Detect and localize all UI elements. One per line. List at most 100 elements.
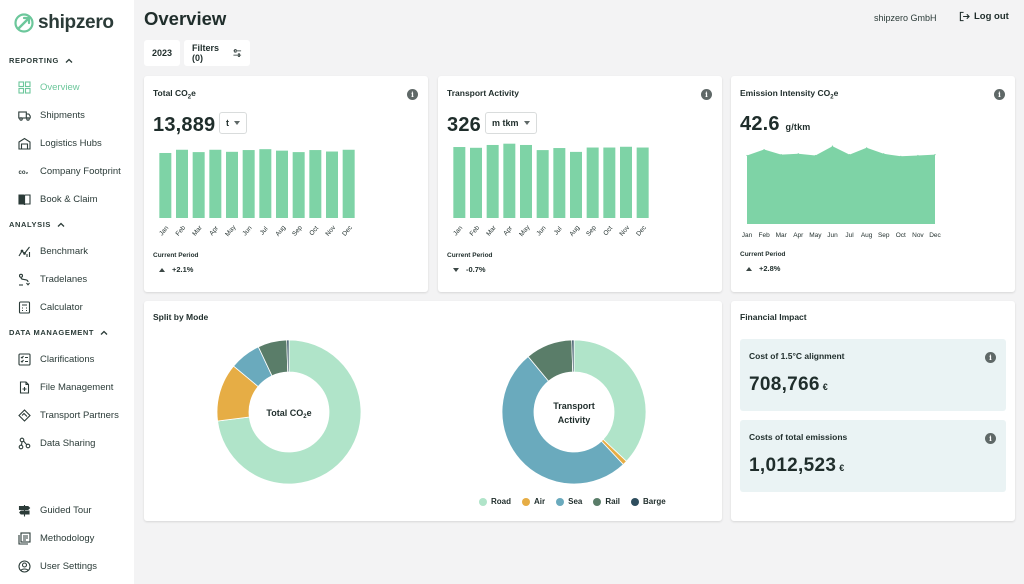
legend-item-rail[interactable]: Rail [593, 497, 620, 506]
x-tick-label: Jun [241, 224, 253, 237]
bar-apr[interactable] [209, 149, 222, 218]
point-apr[interactable] [797, 153, 799, 155]
bar-nov[interactable] [620, 146, 632, 218]
card-split-by-mode: Split by Mode Total CO2e Transport Activ… [144, 301, 722, 521]
card-title: Total CO2e [153, 88, 196, 101]
legend-item-barge[interactable]: Barge [631, 497, 666, 506]
period-change: +2.1% [159, 265, 193, 274]
bar-jan[interactable] [159, 152, 172, 218]
info-icon[interactable]: i [701, 89, 712, 100]
bar-oct[interactable] [603, 147, 616, 218]
logout-button[interactable]: Log out [959, 11, 1009, 22]
bar-sep[interactable] [292, 152, 305, 218]
x-tick-label: Feb [469, 224, 482, 237]
unit-dropdown[interactable]: t [219, 112, 247, 134]
point-sep[interactable] [883, 153, 885, 155]
x-tick-label: Sep [585, 224, 598, 238]
sidebar-item-transport-partners[interactable]: Transport Partners [18, 407, 119, 423]
bar-jan[interactable] [453, 147, 466, 218]
point-jul[interactable] [848, 154, 851, 156]
x-tick-label: Nov [912, 232, 924, 239]
bar-may[interactable] [226, 151, 238, 218]
legend-item-sea[interactable]: Sea [556, 497, 582, 506]
slice-road[interactable] [573, 339, 647, 462]
section-analysis[interactable]: ANALYSIS [9, 220, 65, 229]
bar-feb[interactable] [176, 149, 188, 218]
bar-aug[interactable] [570, 151, 582, 218]
point-oct[interactable] [900, 155, 902, 157]
mode-legend: Road Air Sea Rail Barge [479, 497, 666, 506]
intensity-area[interactable] [747, 146, 935, 224]
sidebar-item-overview[interactable]: Overview [18, 79, 80, 95]
x-tick-label: Dec [341, 224, 354, 238]
sidebar-item-calculator[interactable]: Calculator [18, 299, 83, 315]
sidebar-item-benchmark[interactable]: Benchmark [18, 243, 88, 259]
sidebar-item-label: Tradelanes [40, 273, 88, 285]
slice-barge[interactable] [286, 339, 290, 373]
logo-icon [14, 13, 34, 33]
sidebar-item-data-sharing[interactable]: Data Sharing [18, 435, 95, 451]
sidebar-item-file-management[interactable]: File Management [18, 379, 113, 395]
point-feb[interactable] [763, 148, 765, 151]
bar-oct[interactable] [309, 150, 322, 218]
filters-button[interactable]: Filters (0) [184, 40, 250, 66]
bar-sep[interactable] [586, 147, 599, 218]
legend-item-air[interactable]: Air [522, 497, 545, 506]
bar-dec[interactable] [636, 147, 649, 218]
slice-sea[interactable] [501, 355, 624, 485]
bar-jul[interactable] [553, 148, 566, 218]
legend-item-road[interactable]: Road [479, 497, 511, 506]
sidebar-item-label: User Settings [40, 560, 98, 572]
sidebar-item-user-settings[interactable]: User Settings [18, 558, 97, 574]
info-icon[interactable]: i [407, 89, 418, 100]
sidebar-item-clarifications[interactable]: Clarifications [18, 351, 94, 367]
point-jun[interactable] [831, 145, 834, 147]
point-nov[interactable] [917, 154, 919, 157]
logout-label: Log out [974, 11, 1009, 22]
slice-road[interactable] [217, 339, 362, 485]
sidebar-item-book-claim[interactable]: Book & Claim [18, 191, 98, 207]
info-icon[interactable]: i [985, 433, 996, 444]
bar-mar[interactable] [486, 144, 499, 218]
unit-dropdown[interactable]: m tkm [485, 112, 537, 134]
sidebar-item-label: Overview [40, 81, 80, 93]
sidebar-item-company-footprint[interactable]: co₂ Company Footprint [18, 163, 121, 179]
slice-barge[interactable] [571, 339, 575, 373]
sidebar-item-label: Transport Partners [40, 409, 119, 421]
bar-apr[interactable] [503, 143, 516, 218]
info-icon[interactable]: i [985, 352, 996, 363]
legend-swatch [631, 497, 640, 506]
year-selector[interactable]: 2023 [144, 40, 180, 66]
sidebar-item-shipments[interactable]: Shipments [18, 107, 85, 123]
sidebar-item-tradelanes[interactable]: Tradelanes [18, 271, 87, 287]
point-dec[interactable] [934, 154, 936, 156]
caret-down-icon [523, 121, 530, 125]
bar-aug[interactable] [276, 150, 288, 218]
point-aug[interactable] [866, 147, 868, 149]
emissions-cost-box: Costs of total emissions i 1,012,523 € [740, 420, 1006, 492]
section-reporting[interactable]: REPORTING [9, 56, 73, 65]
sidebar-item-logistics-hubs[interactable]: Logistics Hubs [18, 135, 102, 151]
co2-icon: co₂ [19, 170, 29, 176]
bar-jun[interactable] [242, 150, 255, 218]
bar-dec[interactable] [342, 149, 355, 218]
intensity-value: 42.6 g/tkm [740, 113, 811, 135]
bar-jun[interactable] [536, 150, 549, 218]
bar-may[interactable] [520, 144, 532, 218]
sidebar-item-methodology[interactable]: Methodology [18, 530, 94, 546]
sidebar-item-label: Logistics Hubs [40, 137, 102, 149]
bar-nov[interactable] [326, 151, 338, 218]
bar-jul[interactable] [259, 149, 272, 218]
point-may[interactable] [814, 154, 816, 157]
info-icon[interactable]: i [994, 89, 1005, 100]
bar-mar[interactable] [192, 152, 205, 218]
point-jan[interactable] [746, 154, 748, 157]
chevron-up-icon [57, 222, 65, 227]
point-mar[interactable] [780, 154, 782, 156]
sidebar-item-guided-tour[interactable]: Guided Tour [18, 502, 92, 518]
logo[interactable]: shipzero [14, 12, 114, 34]
filters-label: Filters (0) [192, 43, 220, 63]
route-icon [18, 273, 30, 286]
bar-feb[interactable] [470, 147, 482, 218]
section-data-management[interactable]: DATA MANAGEMENT [9, 328, 108, 337]
